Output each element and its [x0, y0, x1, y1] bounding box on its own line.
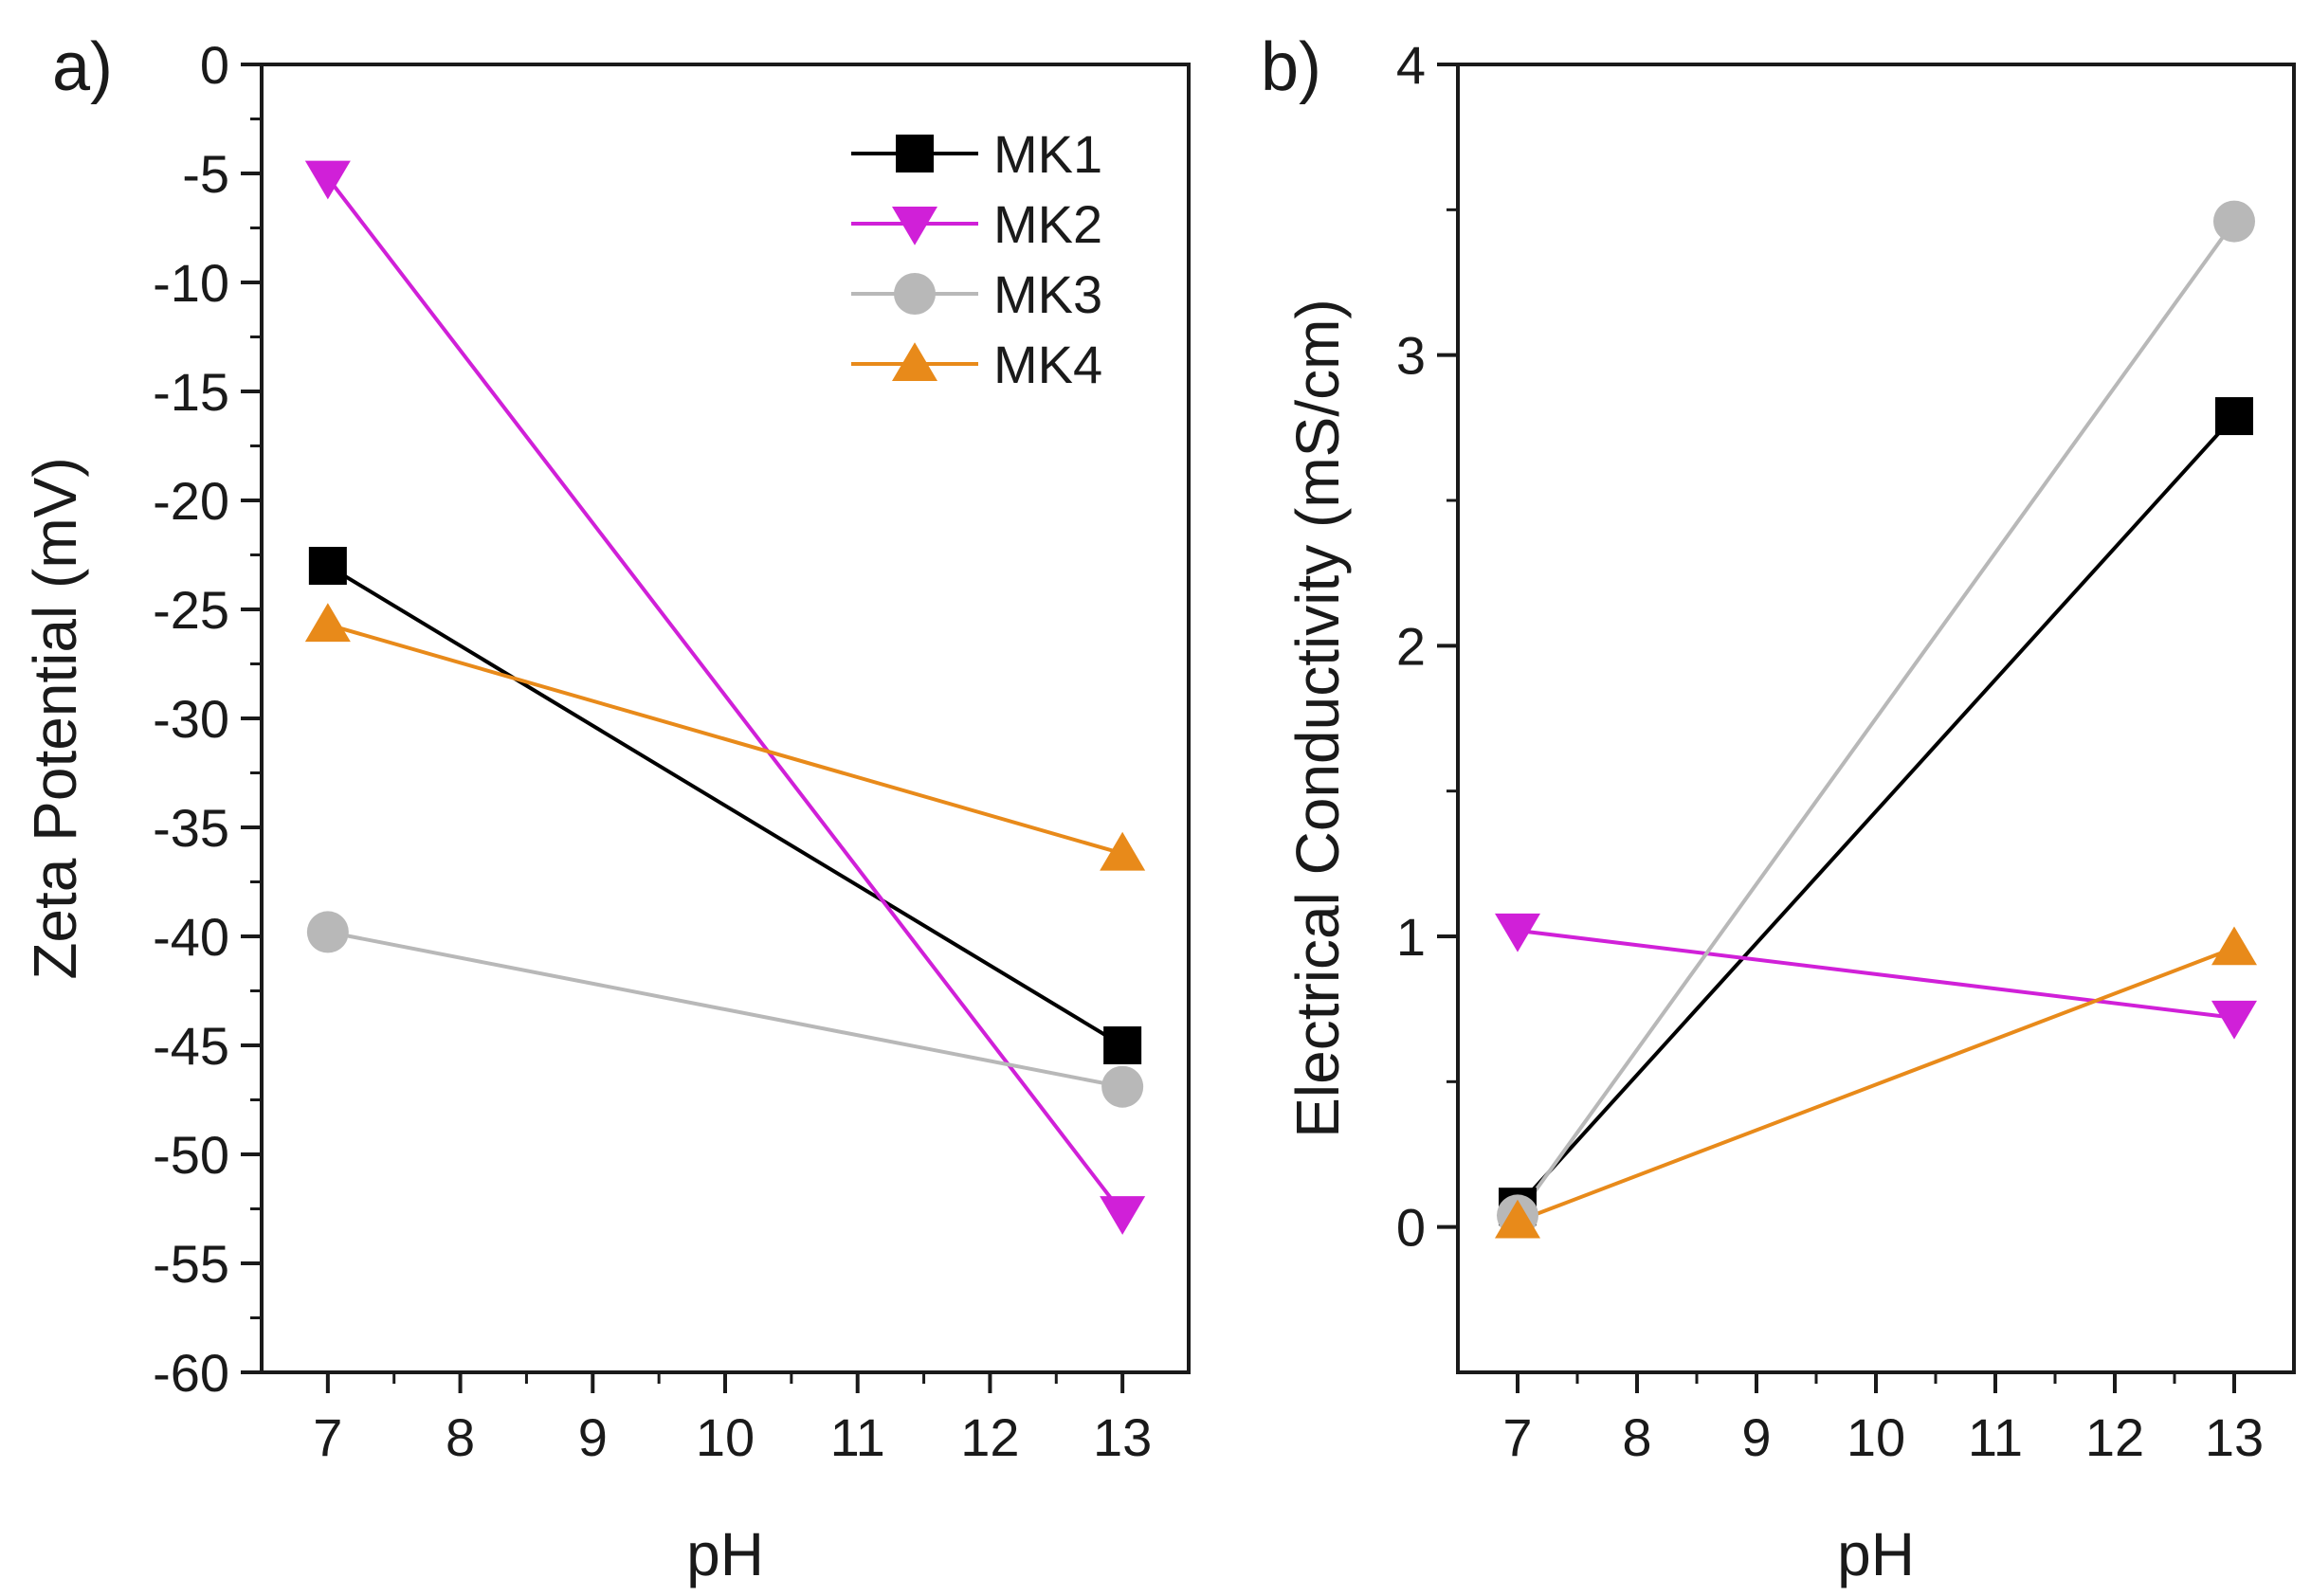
y-tick-label: 1	[1396, 907, 1426, 967]
y-axis-title: Electrical Conductivity (mS/cm)	[1283, 299, 1352, 1138]
y-tick-label: -45	[153, 1016, 229, 1076]
data-point-mk4	[304, 603, 351, 643]
y-tick-label: 3	[1396, 326, 1426, 386]
x-tick-label: 10	[696, 1407, 755, 1467]
x-tick-label: 11	[1968, 1407, 2023, 1467]
y-tick-label: 4	[1396, 35, 1426, 95]
data-point-mk4	[2211, 926, 2257, 966]
x-tick-label: 8	[446, 1407, 475, 1467]
legend-label-mk4: MK4	[993, 335, 1102, 394]
x-tick-label: 10	[1847, 1407, 1905, 1467]
series-line-mk4	[327, 623, 1123, 856]
y-tick-label: -60	[153, 1343, 229, 1403]
data-point-mk3	[2213, 200, 2255, 243]
series-line-mk2	[326, 176, 1124, 1215]
y-tick-label: -5	[182, 144, 229, 204]
legend-marker-mk1	[896, 135, 934, 172]
x-tick-label: 9	[1741, 1407, 1771, 1467]
data-point-mk4	[1100, 831, 1146, 871]
y-tick-label: -15	[153, 362, 229, 422]
y-tick-label: 0	[200, 35, 229, 95]
data-point-mk1	[308, 547, 347, 585]
legend-label-mk1: MK1	[993, 124, 1102, 184]
y-tick-label: 0	[1396, 1198, 1426, 1258]
data-point-mk1	[2215, 397, 2253, 436]
y-tick-label: -55	[153, 1234, 229, 1294]
legend-marker-mk4	[892, 342, 937, 381]
y-tick-label: -35	[153, 798, 229, 858]
series-line-mk1	[326, 564, 1124, 1047]
y-tick-label: -50	[153, 1125, 229, 1185]
x-axis-title: pH	[1837, 1520, 1915, 1588]
legend-marker-mk3	[894, 273, 936, 315]
x-tick-label: 7	[313, 1407, 342, 1467]
x-tick-label: 13	[1093, 1407, 1152, 1467]
legend-label-mk3: MK3	[993, 264, 1102, 324]
data-point-mk3	[306, 911, 349, 953]
panel-a: 7 8 9 10 11 12 13 0 -5 -10 -15 -20 -25 -30 -35 -40 -45 -5…	[21, 29, 1191, 1588]
x-tick-label: 8	[1622, 1407, 1651, 1467]
series-line-mk4	[1517, 946, 2235, 1224]
data-point-mk4	[1495, 1199, 1540, 1239]
series-line-mk3	[327, 930, 1123, 1089]
series-line-mk2	[1517, 928, 2235, 1020]
y-tick-label: -30	[153, 689, 229, 749]
x-tick-label: 12	[2085, 1407, 2144, 1467]
x-tick-label: 11	[830, 1407, 885, 1467]
x-tick-label: 9	[578, 1407, 608, 1467]
y-tick-label: -10	[153, 253, 229, 313]
x-tick-label: 13	[2205, 1407, 2264, 1467]
x-axis-title: pH	[686, 1520, 764, 1588]
y-tick-label: -25	[153, 580, 229, 640]
data-point-mk1	[1103, 1026, 1142, 1064]
y-axis-title: Zeta Potential (mV)	[21, 457, 89, 979]
legend-label-mk2: MK2	[993, 194, 1102, 254]
data-point-mk2	[1495, 913, 1540, 952]
series-line-mk1	[1516, 414, 2236, 1208]
y-tick-label: -20	[153, 471, 229, 531]
y-tick-label: -40	[153, 907, 229, 967]
legend-marker-mk2	[892, 207, 937, 245]
panel-label: b)	[1261, 29, 1321, 105]
x-tick-label: 7	[1502, 1407, 1532, 1467]
data-point-mk2	[304, 160, 351, 200]
x-tick-label: 12	[960, 1407, 1019, 1467]
data-point-mk2	[2211, 1000, 2257, 1040]
data-point-mk3	[1101, 1065, 1144, 1108]
y-tick-label: 2	[1396, 616, 1426, 676]
series-line-mk3	[1516, 220, 2236, 1217]
data-point-mk2	[1100, 1196, 1146, 1235]
panel-label: a)	[52, 29, 113, 105]
